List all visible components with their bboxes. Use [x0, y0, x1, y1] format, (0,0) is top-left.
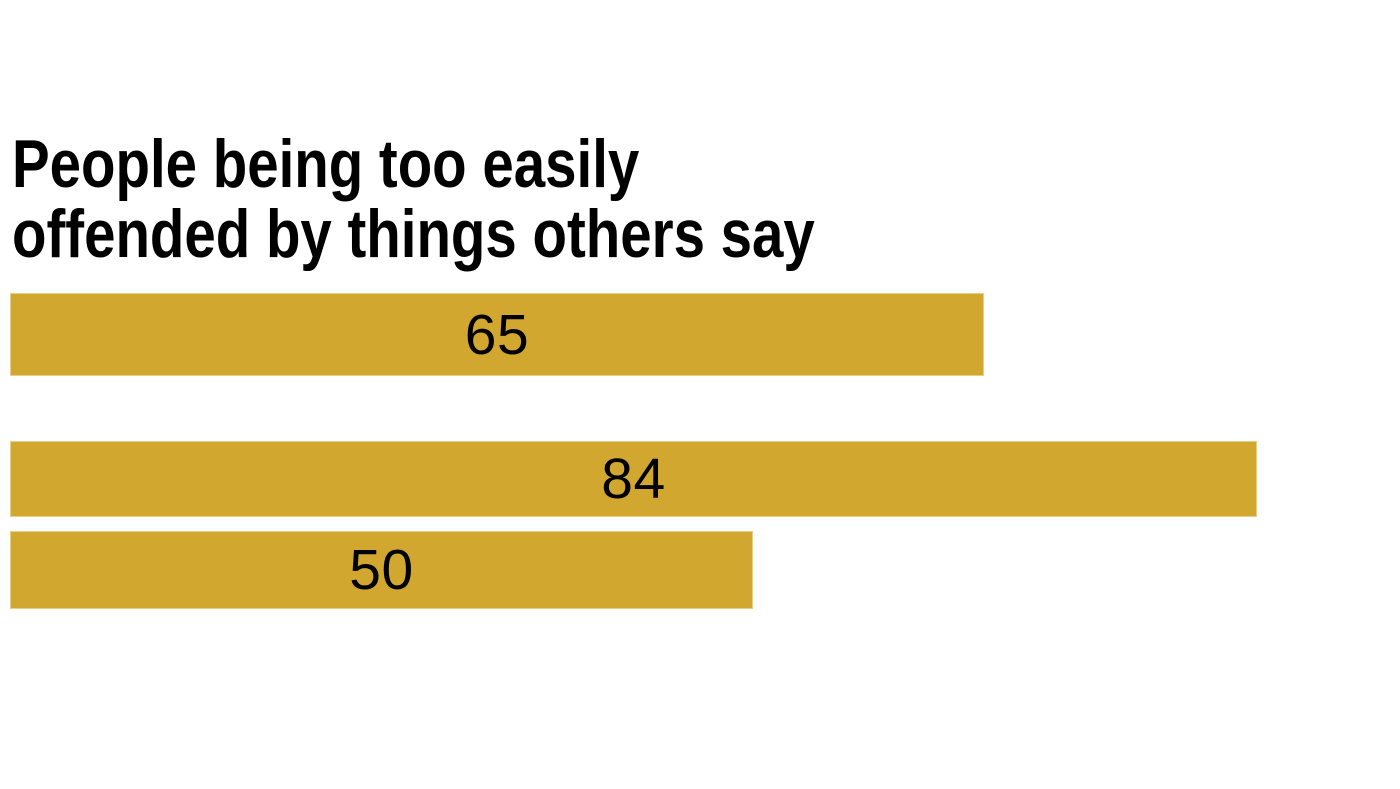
bar-row-1: 65 — [10, 293, 984, 376]
chart-title: People being too easily offended by thin… — [12, 129, 815, 269]
chart-title-line-1: People being too easily — [12, 126, 640, 202]
bar-3-value-label: 50 — [349, 538, 414, 602]
bar-row-3: 50 — [10, 531, 753, 609]
bar-row-2: 84 — [10, 441, 1257, 517]
bar-2-value-label: 84 — [601, 447, 666, 511]
bar-1-value-label: 65 — [464, 302, 530, 367]
chart-title-line-2: offended by things others say — [12, 196, 815, 272]
